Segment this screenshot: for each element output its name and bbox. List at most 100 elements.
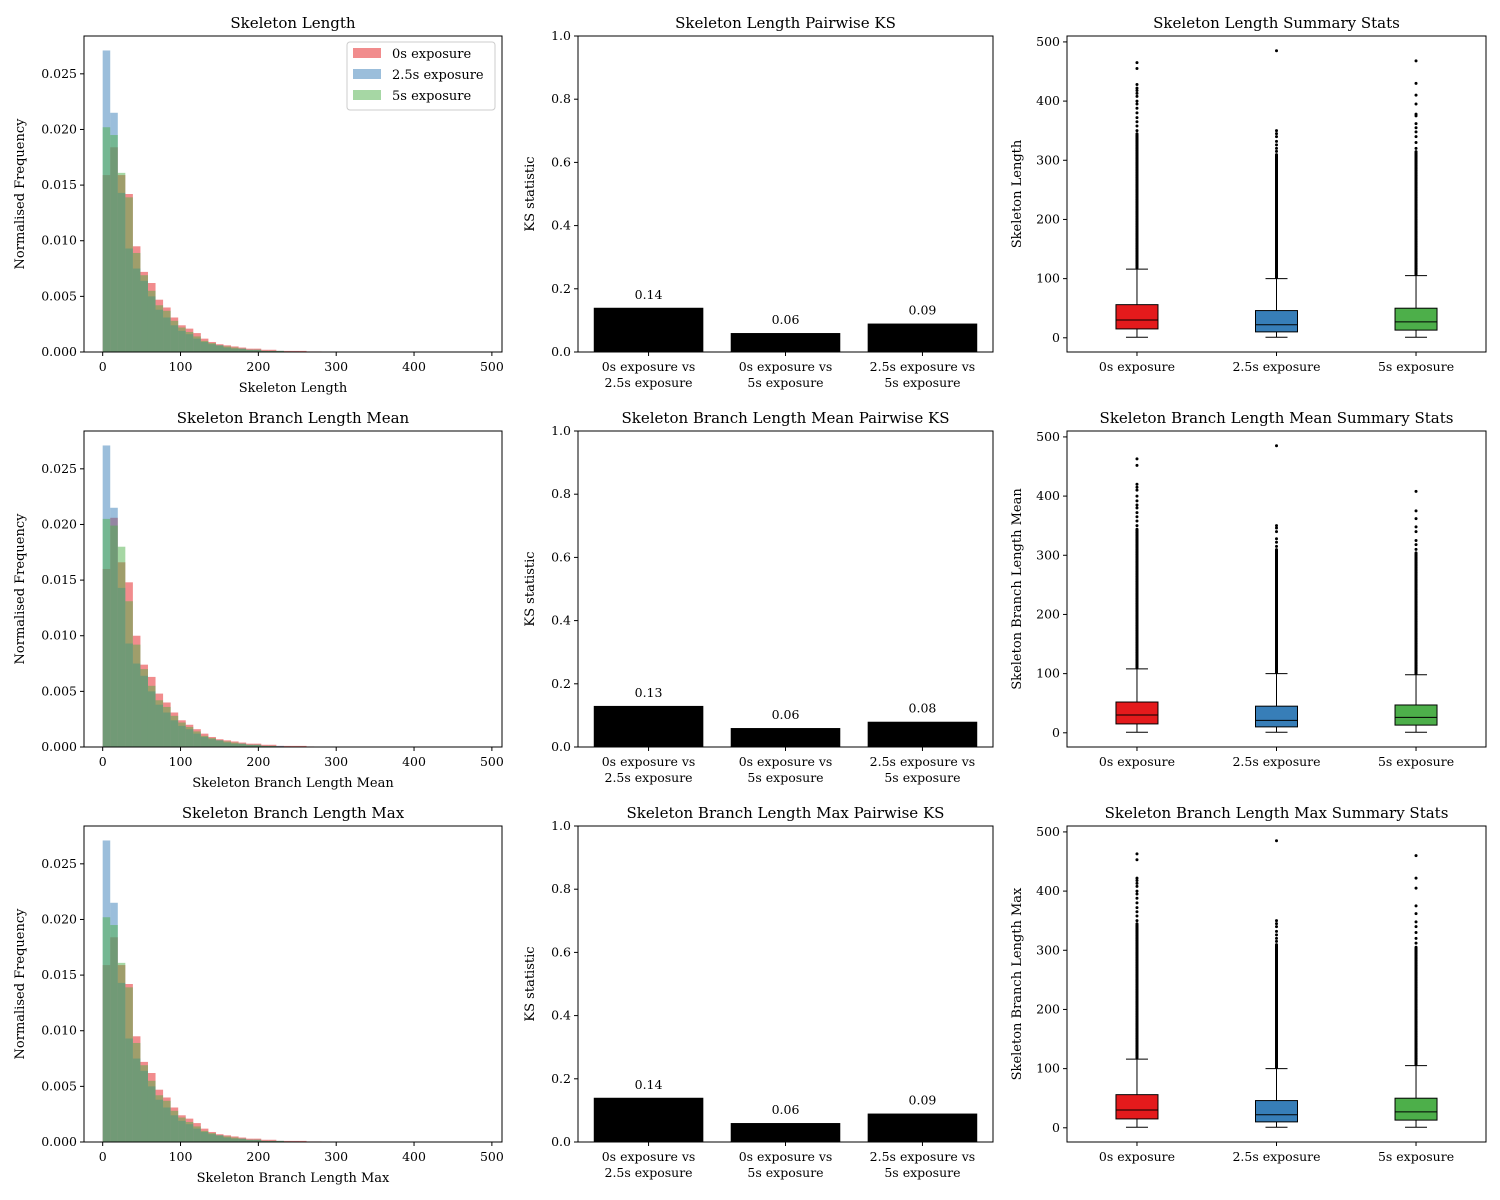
outlier-point — [1275, 129, 1278, 133]
y-tick-label: 400 — [1036, 883, 1060, 898]
outlier-point — [1135, 83, 1139, 87]
histogram-bar — [147, 1080, 156, 1142]
axes-frame — [1066, 35, 1487, 353]
histogram-bar — [253, 744, 262, 747]
x-tick-label: 0 — [99, 1149, 107, 1164]
outlier-point — [1275, 929, 1278, 933]
outlier-point — [1135, 488, 1139, 492]
histogram-bar — [238, 1138, 247, 1142]
histogram-bar — [261, 1140, 269, 1142]
outlier-point — [1414, 489, 1418, 493]
y-axis-label: Normalised Frequency — [13, 908, 28, 1060]
histogram-bar — [193, 336, 201, 352]
boxplot-2 — [1394, 59, 1438, 338]
x-tick-label: 0 — [99, 359, 107, 374]
x-tick-label: 300 — [324, 359, 348, 374]
outlier-point — [1135, 884, 1139, 888]
y-tick-label: 200 — [1036, 1001, 1060, 1016]
y-tick-label: 0.010 — [41, 1023, 77, 1038]
y-tick-label: 500 — [1036, 429, 1060, 444]
boxplot-0 — [1115, 852, 1159, 1128]
y-tick-label: 0.2 — [551, 281, 571, 296]
x-axis-label: Skeleton Length — [239, 381, 348, 396]
chart-title: Skeleton Length Pairwise KS — [675, 14, 896, 32]
x-tick-label: 0s exposure vs 2.5s exposure — [602, 1149, 696, 1180]
outlier-point — [1414, 945, 1418, 949]
outlier-point — [1414, 920, 1418, 924]
outlier-point — [1414, 931, 1418, 935]
y-tick-label: 500 — [1036, 34, 1060, 49]
x-axis-label: Skeleton Branch Length Max — [197, 1171, 390, 1186]
y-tick-label: 0.2 — [551, 676, 571, 691]
x-tick-label: 0s exposure vs 5s exposure — [739, 754, 833, 785]
outlier-point — [1135, 67, 1139, 71]
x-tick-label-line: 5s exposure — [747, 375, 823, 390]
outlier-point — [1275, 919, 1278, 923]
y-tick-label: 0.020 — [41, 121, 77, 136]
x-tick-label: 5s exposure — [1378, 1149, 1454, 1164]
outlier-point — [1275, 925, 1278, 929]
legend-box — [346, 41, 496, 111]
ks-bar — [593, 307, 704, 352]
histogram-bar — [208, 738, 216, 747]
y-tick-label: 0.015 — [41, 177, 77, 192]
bar-value-label: 0.06 — [772, 312, 800, 327]
box — [1255, 310, 1298, 333]
chart-histogram: Skeleton Branch Length Mean Normalised Fr… — [13, 409, 504, 791]
x-tick-label: 5s exposure — [1378, 754, 1454, 769]
chart-title: Skeleton Branch Length Max Summary Stats — [1105, 804, 1449, 822]
outlier-point — [1135, 129, 1139, 133]
y-axis-label: Normalised Frequency — [13, 118, 28, 270]
x-tick-label-line: 0s exposure vs — [602, 1149, 696, 1164]
outlier-point — [1414, 936, 1418, 940]
histogram-bar — [208, 1133, 216, 1142]
y-tick-label: 200 — [1036, 211, 1060, 226]
outlier-point — [1135, 106, 1139, 110]
outlier-point — [1135, 519, 1139, 523]
outlier-point — [1414, 141, 1418, 145]
x-tick-label: 2.5s exposure — [1232, 359, 1320, 374]
y-tick-label: 0.6 — [551, 549, 571, 564]
outlier-point — [1135, 463, 1139, 467]
outlier-point — [1135, 527, 1139, 531]
x-tick-label: 2.5s exposure vs 5s exposure — [870, 359, 976, 390]
histogram-bar — [231, 742, 239, 747]
y-tick-label: 0.6 — [551, 154, 571, 169]
outlier-point — [1275, 544, 1278, 548]
y-tick-label: 0 — [1052, 725, 1060, 740]
bar-value-label: 0.08 — [909, 701, 937, 716]
x-tick-label: 2.5s exposure — [1232, 1149, 1320, 1164]
chart-title: Skeleton Branch Length Mean Pairwise KS — [622, 409, 950, 427]
chart-histogram: Skeleton Length Normalised Frequency 0 100 2… — [13, 14, 504, 396]
outlier-point — [1414, 517, 1418, 521]
histogram-bar — [155, 1095, 164, 1142]
x-tick-label: 200 — [246, 359, 270, 374]
bar-value-label: 0.06 — [772, 1102, 800, 1117]
outlier-point — [1275, 49, 1278, 53]
outlier-point — [1275, 444, 1278, 448]
x-tick-label-line: 5s exposure — [884, 375, 960, 390]
histogram-bar — [223, 346, 232, 352]
outlier-point — [1135, 61, 1139, 65]
outlier-point — [1135, 120, 1139, 124]
chart-bar: Skeleton Branch Length Max Pairwise KS KS… — [523, 804, 994, 1180]
y-tick-label: 0.005 — [41, 683, 77, 698]
axes-frame — [1066, 430, 1487, 748]
histogram-bar — [110, 525, 118, 747]
histogram-bar — [200, 340, 209, 352]
y-tick-label: 0.6 — [551, 944, 571, 959]
outlier-point — [1135, 892, 1139, 896]
chart-histogram: Skeleton Branch Length Max Normalised Fre… — [13, 804, 504, 1186]
x-tick-label: 100 — [169, 754, 193, 769]
outlier-point — [1135, 878, 1139, 882]
outlier-point — [1135, 524, 1139, 528]
outlier-point — [1275, 943, 1278, 947]
outlier-point — [1275, 537, 1278, 541]
histogram-bar — [246, 744, 254, 747]
histogram-bar — [178, 722, 186, 747]
histogram-bar — [170, 320, 179, 352]
histogram-bar — [110, 925, 118, 1142]
outlier-point — [1275, 936, 1278, 940]
outlier-point — [1135, 896, 1139, 900]
y-tick-label: 0.8 — [551, 881, 571, 896]
